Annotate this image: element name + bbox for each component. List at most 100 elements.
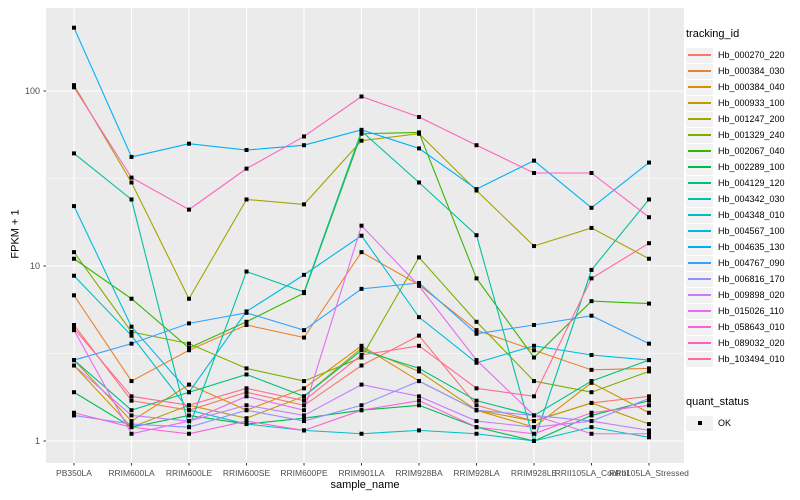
data-point [474,143,479,148]
data-point [589,170,594,175]
data-point [129,413,134,418]
legend-item-label: Hb_004348_010 [718,210,785,220]
legend-key [686,351,713,367]
data-point [72,151,76,156]
data-point [474,360,479,365]
data-point [589,431,594,436]
data-point [244,372,249,377]
data-point [302,272,306,277]
legend-item-Hb_000270_220: Hb_000270_220 [686,47,798,63]
data-point [302,394,306,399]
data-point [417,398,421,403]
data-point [647,197,651,202]
data-point [244,422,249,427]
data-point [359,355,364,360]
data-point [359,233,364,238]
data-point [474,331,479,336]
legend-item-Hb_006816_170: Hb_006816_170 [686,271,798,287]
data-point [532,379,536,384]
data-point [647,215,651,220]
x-tick-label: RRIM600LA [108,468,155,478]
data-point [647,256,651,261]
data-point [589,276,594,281]
data-point [187,390,191,395]
data-point [359,223,364,228]
data-point [129,379,134,384]
data-point [532,439,536,443]
data-point [72,358,76,363]
data-point [244,419,249,424]
data-point [589,353,594,358]
data-point [244,310,249,315]
data-point [589,379,594,384]
data-point [474,276,479,281]
data-point [589,419,594,424]
quant-status-label: OK [718,418,732,428]
legend-key [686,319,713,335]
legend-key-line-icon [688,310,711,312]
legend-item-Hb_004567_100: Hb_004567_100 [686,223,798,239]
data-point [417,428,421,433]
legend-item-label: Hb_000270_220 [718,50,785,60]
data-point [244,408,249,413]
data-point [647,410,651,415]
data-point [359,408,364,413]
data-point [589,400,594,405]
data-point [474,425,479,430]
data-point [589,413,594,418]
data-point [417,115,421,120]
legend-item-label: Hb_001247_200 [718,114,785,124]
data-point [187,341,191,346]
data-point [474,233,479,238]
data-point [187,431,191,436]
data-point [129,197,134,202]
data-point [244,394,249,399]
legend-title: tracking_id [686,28,740,40]
data-point [187,413,191,418]
x-tick-label: PB350LA [56,468,92,478]
data-point [359,348,364,353]
data-point [187,321,191,326]
data-point [417,379,421,384]
legend-item-label: Hb_001329_240 [718,130,785,140]
data-point [187,345,191,350]
x-tick-label: RRIM600LE [166,468,213,478]
x-tick-label: RRIM901LA [338,468,385,478]
legend-key [686,111,713,127]
legend-item-Hb_004348_010: Hb_004348_010 [686,207,798,223]
legend-item-label: Hb_004342_030 [718,194,785,204]
data-point [302,143,306,148]
data-point [474,358,479,363]
data-point [359,382,364,387]
data-point [474,419,479,424]
data-point [647,241,651,246]
data-point [474,328,479,333]
legend-key [686,207,713,223]
legend-item-label: Hb_058643_010 [718,322,785,332]
legend-item-label: Hb_004635_130 [718,242,785,252]
data-point [589,313,594,318]
legend-key-line-icon [688,358,711,360]
data-point [359,94,364,99]
data-point [187,382,191,387]
data-point [647,341,651,346]
data-point [72,410,76,415]
data-point [474,408,479,413]
data-point [129,329,134,334]
legend-item-label: Hb_002067_040 [718,146,785,156]
x-tick-label: RRII105LA_Control [555,468,629,478]
data-point [72,390,76,395]
data-point [72,293,76,298]
legend-key-line-icon [688,214,711,216]
legend-item-Hb_004129_120: Hb_004129_120 [686,175,798,191]
data-point [417,394,421,399]
legend-key-line-icon [688,86,711,88]
x-tick-label: RRIM928LA [453,468,500,478]
legend-item-label: Hb_004767_090 [718,258,785,268]
legend-key-line-icon [688,166,711,168]
legend-key [686,175,713,191]
data-point [72,413,76,418]
data-point [244,403,249,408]
legend-item-label: Hb_006816_170 [718,274,785,284]
legend-key [686,143,713,159]
